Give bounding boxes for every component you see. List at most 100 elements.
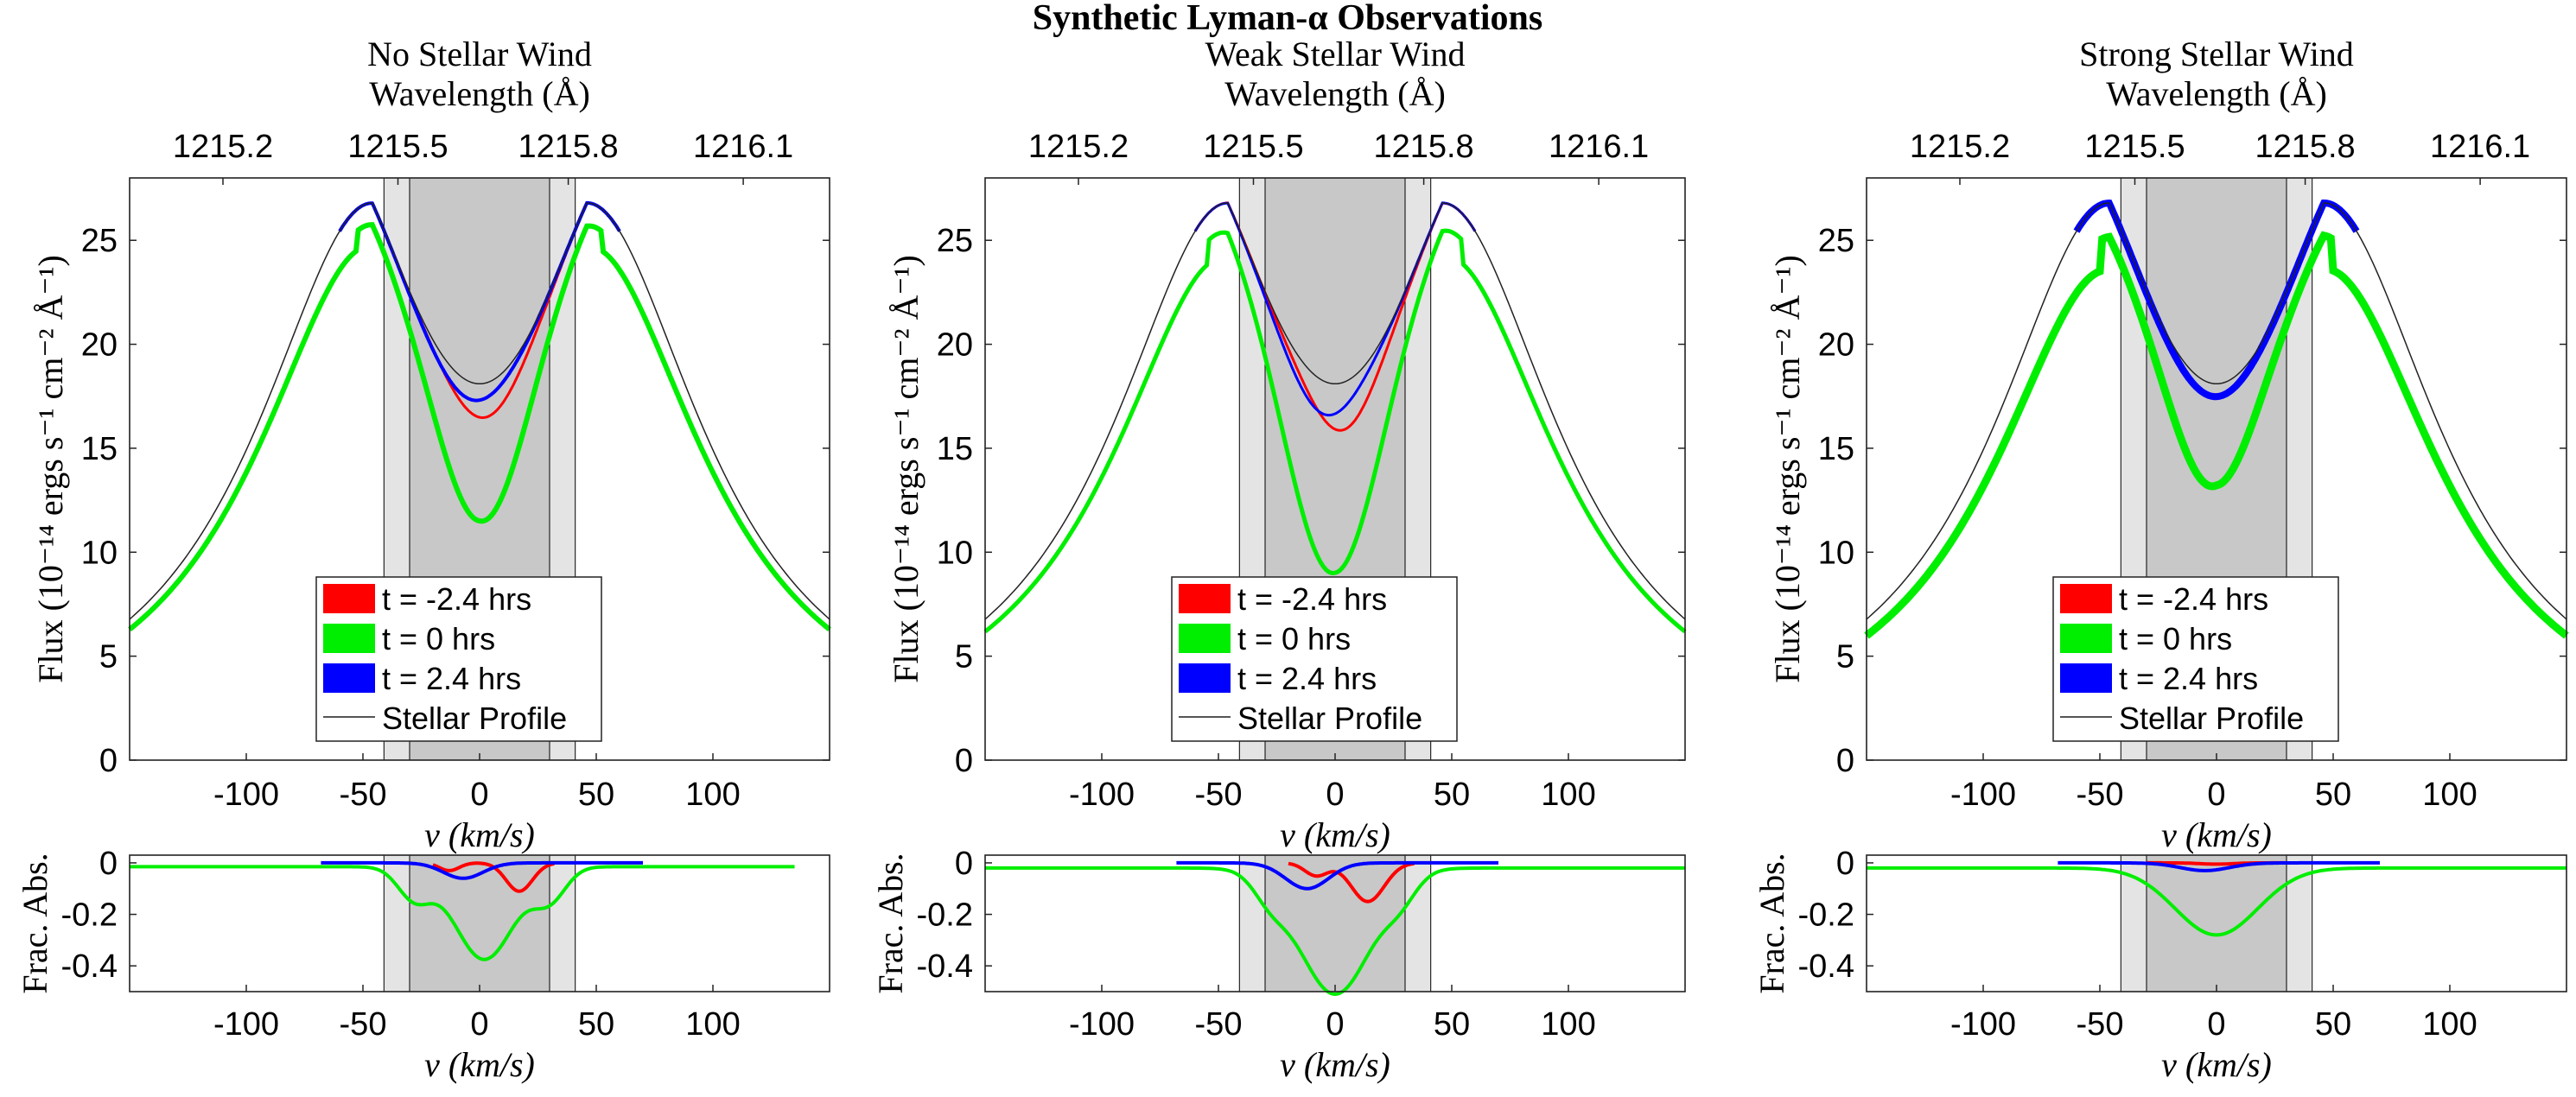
frac-line-red [1288,861,1415,904]
frac-y-tick-label: -0.2 [1798,897,1854,934]
frac-line-blue [2058,860,2380,872]
x-tick-label: 50 [1434,777,1470,813]
main-xlabel: v (km/s) [1280,815,1390,854]
y-tick-label: 10 [81,535,118,571]
x-tick-label: 50 [578,777,614,813]
frac-y-tick-label: 0 [1836,846,1854,882]
legend-swatch [1179,584,1231,613]
x-tick-label: 50 [2315,777,2351,813]
frac-x-tick-label: -50 [1195,1006,1243,1043]
top-axis-label: Wavelength (Å) [1224,74,1446,113]
frac-xlabel: v (km/s) [424,1045,535,1084]
legend-label: t = 2.4 hrs [2119,661,2258,696]
legend-label: t = -2.4 hrs [382,581,531,617]
frac-x-tick-label: -100 [1950,1006,2016,1043]
legend-label: Stellar Profile [2119,701,2304,736]
frac-x-tick-label: 100 [2422,1006,2477,1043]
x-tick-label: 100 [685,777,740,813]
frac-line-green [130,865,795,961]
series-line-green [983,228,1687,634]
frac-y-tick-label: -0.2 [917,897,973,934]
legend-label: t = 0 hrs [1237,621,1351,656]
series-line-green [1864,231,2569,639]
panel-title: Strong Stellar Wind [2079,35,2354,73]
x-tick-label: 0 [2207,777,2225,813]
top-tick-label: 1216.1 [693,129,793,165]
y-tick-label: 20 [81,327,118,364]
figure-title: Synthetic Lyman-α Observations [1033,0,1542,38]
top-tick-label: 1215.2 [1028,129,1129,165]
frac-x-tick-label: 0 [2207,1006,2225,1043]
y-tick-label: 5 [1836,639,1854,675]
top-tick-label: 1215.2 [173,129,273,165]
x-tick-label: 100 [2422,777,2477,813]
frac-x-tick-label: 50 [1434,1006,1470,1043]
x-tick-label: 100 [1541,777,1595,813]
frac-x-tick-label: -50 [2077,1006,2124,1043]
frac-x-tick-label: -50 [340,1006,387,1043]
top-tick-label: 1215.5 [2084,129,2185,165]
y-tick-label: 25 [937,223,973,259]
x-tick-label: -50 [2077,777,2124,813]
series-line-green [128,222,831,632]
frac-y-tick-label: 0 [99,846,118,882]
frac-x-tick-label: 50 [2315,1006,2351,1043]
y-tick-label: 5 [99,639,118,675]
stellar-profile-line [1866,202,2567,620]
main-ylabel: Flux (10⁻¹⁴ ergs s⁻¹ cm⁻² Å⁻¹) [31,255,70,683]
top-tick-label: 1216.1 [1549,129,1649,165]
legend-box [2052,576,2339,742]
legend-swatch [2060,663,2112,693]
frac-y-tick-label: -0.4 [917,948,973,985]
panel-title: Weak Stellar Wind [1205,35,1465,73]
main-xlabel: v (km/s) [424,815,535,854]
frac-y-tick-label: -0.2 [61,897,118,934]
frac-x-tick-label: 100 [685,1006,740,1043]
frac-line-blue [321,860,643,880]
y-tick-label: 25 [81,223,118,259]
legend-swatch [2060,584,2112,613]
top-tick-label: 1215.2 [1910,129,2010,165]
frac-x-tick-label: -100 [1069,1006,1135,1043]
frac-line-green [1867,866,2566,937]
legend-label: Stellar Profile [1237,701,1422,736]
x-tick-label: -100 [1950,777,2016,813]
y-tick-label: 15 [81,431,118,467]
legend-box [315,576,602,742]
main-xlabel: v (km/s) [2161,815,2272,854]
top-tick-label: 1215.5 [1203,129,1303,165]
top-tick-label: 1216.1 [2430,129,2530,165]
y-tick-label: 15 [1818,431,1854,467]
top-tick-label: 1215.8 [2255,129,2355,165]
y-tick-label: 0 [1836,743,1854,779]
frac-ylabel: Frac. Abs. [1752,853,1791,993]
frac-shade-inner [409,854,550,992]
legend-label: t = -2.4 hrs [1237,581,1387,617]
panel-title: No Stellar Wind [367,35,592,73]
y-tick-label: 0 [99,743,118,779]
legend-label: t = 2.4 hrs [382,661,521,696]
legend-label: t = 0 hrs [2119,621,2232,656]
top-axis-label: Wavelength (Å) [2106,74,2327,113]
x-tick-label: 0 [470,777,488,813]
frac-ylabel: Frac. Abs. [16,853,54,993]
legend-label: t = 0 hrs [382,621,495,656]
y-tick-label: 10 [937,535,973,571]
frac-x-tick-label: 100 [1541,1006,1595,1043]
stellar-profile-line [984,202,1686,620]
frac-x-tick-label: 0 [470,1006,488,1043]
x-tick-label: -50 [1195,777,1243,813]
stellar-profile-line [129,202,830,620]
y-tick-label: 15 [937,431,973,467]
y-tick-label: 20 [1818,327,1854,364]
legend-label: Stellar Profile [382,701,567,736]
legend-label: t = -2.4 hrs [2119,581,2268,617]
y-tick-label: 10 [1818,535,1854,571]
frac-shade-inner [1264,854,1406,992]
legend-swatch [2060,624,2112,653]
top-tick-label: 1215.8 [518,129,618,165]
